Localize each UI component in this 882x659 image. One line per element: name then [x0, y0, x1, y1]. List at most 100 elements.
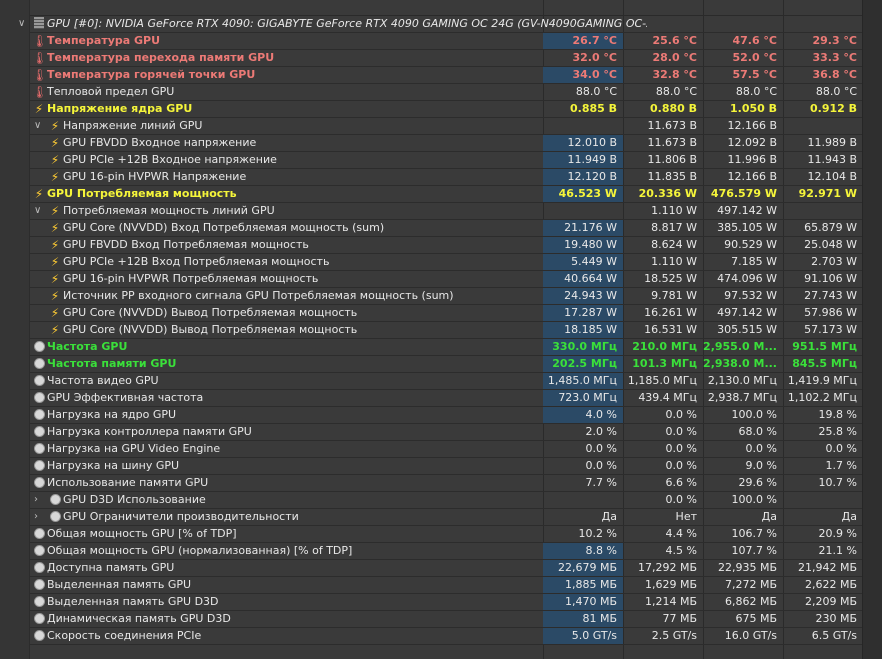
sensor-row[interactable]: ⚡ GPU Потребляемая мощность 46.523 W 20.336… [30, 186, 862, 203]
value-average: 0.912 В [809, 102, 857, 115]
sensor-row[interactable]: Частота памяти GPU 202.5 МГц 101.3 МГц 2,93… [30, 356, 862, 373]
chevron-right-icon[interactable]: › [34, 494, 38, 505]
value-maximum: 90.529 W [724, 238, 777, 251]
value-minimum: 101.3 МГц [632, 357, 697, 370]
lightning-bolt-icon: ⚡ [50, 238, 60, 252]
value-average: 11.943 В [807, 153, 857, 166]
value-average: 2,209 МБ [804, 595, 857, 608]
sensor-label: GPU 16-pin HVPWR Потребляемая мощность [63, 272, 319, 285]
device-title: GPU [#0]: NVIDIA GeForce RTX 4090: GIGAB… [47, 17, 647, 30]
sensor-row[interactable]: ⚡ GPU 16-pin HVPWR Потребляемая мощность 4… [30, 271, 862, 288]
value-minimum: 0.880 В [649, 102, 697, 115]
value-current: Да [601, 510, 617, 523]
value-current: 330.0 МГц [543, 339, 623, 355]
sensor-row[interactable]: Доступна память GPU 22,679 МБ 17,292 МБ 22,… [30, 560, 862, 577]
sensor-row[interactable]: ⚡ GPU Core (NVVDD) Вывод Потребляемая мощ… [30, 322, 862, 339]
value-maximum: 88.0 °C [735, 85, 777, 98]
sensor-label: GPU PCIe +12В Входное напряжение [63, 153, 277, 166]
sensor-row[interactable]: ⚡ GPU FBVDD Входное напряжение 12.010 В 11.… [30, 135, 862, 152]
sensor-row[interactable]: Динамическая память GPU D3D 81 МБ 77 МБ 675… [30, 611, 862, 628]
value-current: 12.120 В [543, 169, 623, 185]
sensor-row[interactable]: Общая мощность GPU [% of TDP] 10.2 % 4.4 %… [30, 526, 862, 543]
sensor-row[interactable]: Частота видео GPU 1,485.0 МГц 1,185.0 МГц 2… [30, 373, 862, 390]
sensor-row[interactable]: › GPU D3D Использование 0.0 % 100.0 % [30, 492, 862, 509]
value-minimum: 6.6 % [665, 476, 697, 489]
sensor-row[interactable]: Общая мощность GPU (нормализованная) [% … [30, 543, 862, 560]
value-average: 27.743 W [804, 289, 857, 302]
value-maximum: 68.0 % [738, 425, 777, 438]
sensor-label: Нагрузка на GPU Video Engine [47, 442, 221, 455]
column-divider [703, 0, 704, 659]
sensor-row[interactable]: ⚡ GPU Core (NVVDD) Вывод Потребляемая мощ… [30, 305, 862, 322]
sensor-row[interactable]: ∨ ⚡ Напряжение линий GPU 11.673 В 12.166 В [30, 118, 862, 135]
sensor-row[interactable]: 🌡 Температура GPU 26.7 °C 25.6 °C 47.6 °C 29.… [30, 33, 862, 50]
value-average: 29.3 °C [812, 34, 857, 47]
value-maximum: 7,272 МБ [724, 578, 777, 591]
sensor-label: GPU FBVDD Вход Потребляемая мощность [63, 238, 309, 251]
value-current: 81 МБ [543, 611, 623, 627]
sensor-label: GPU FBVDD Входное напряжение [63, 136, 257, 149]
value-current: 10.2 % [578, 527, 617, 540]
sensor-row[interactable]: Нагрузка контроллера памяти GPU 2.0 % 0.0 … [30, 424, 862, 441]
chevron-down-icon[interactable]: ∨ [34, 120, 42, 131]
sensor-row[interactable]: Выделенная память GPU 1,885 МБ 1,629 МБ 7,2… [30, 577, 862, 594]
value-minimum: 32.8 °C [652, 68, 697, 81]
sensor-row[interactable]: ⚡ GPU FBVDD Вход Потребляемая мощность 19.… [30, 237, 862, 254]
thermometer-icon: 🌡 [32, 68, 48, 82]
sensor-label: GPU Ограничители производительности [63, 510, 299, 523]
value-minimum: 0.0 % [665, 459, 697, 472]
value-maximum: 0.0 % [745, 442, 777, 455]
value-current: 8.8 % [543, 543, 623, 559]
sensor-row[interactable]: 🌡 Тепловой предел GPU 88.0 °C 88.0 °C 88.0 °… [30, 84, 862, 101]
value-maximum: 52.0 °C [732, 51, 777, 64]
sensor-row[interactable]: 🌡 Температура горячей точки GPU 34.0 °C 32.… [30, 67, 862, 84]
sensor-row[interactable]: Нагрузка на ядро GPU 4.0 % 0.0 % 100.0 % 19.… [30, 407, 862, 424]
chevron-right-icon[interactable]: › [34, 511, 38, 522]
value-current: 46.523 W [543, 186, 623, 202]
sensor-row[interactable]: Нагрузка на шину GPU 0.0 % 0.0 % 9.0 % 1.7 % [30, 458, 862, 475]
vertical-scrollbar[interactable] [862, 0, 882, 659]
value-minimum: 1,214 МБ [644, 595, 697, 608]
value-average: 33.3 °C [812, 51, 857, 64]
sensor-row[interactable]: ⚡ GPU PCIe +12В Вход Потребляемая мощност… [30, 254, 862, 271]
value-minimum: 210.0 МГц [632, 340, 697, 353]
sensor-row[interactable]: Выделенная память GPU D3D 1,470 МБ 1,214 М… [30, 594, 862, 611]
value-maximum: 97.532 W [724, 289, 777, 302]
value-maximum: 474.096 W [717, 272, 777, 285]
sensor-row[interactable]: Скорость соединения PCIe 5.0 GT/s 2.5 GT/s… [30, 628, 862, 645]
sensor-row[interactable]: 🌡 Температура перехода памяти GPU 32.0 °C 2… [30, 50, 862, 67]
sensor-label: Общая мощность GPU (нормализованная) [% … [47, 544, 353, 557]
sensor-row[interactable]: GPU Эффективная частота 723.0 МГц 439.4 МГ… [30, 390, 862, 407]
value-current: 26.7 °C [543, 33, 623, 49]
value-maximum: 497.142 W [717, 204, 777, 217]
sensor-label: Источник PP входного сигнала GPU Потребл… [63, 289, 454, 302]
value-minimum: 1.110 W [651, 255, 697, 268]
value-current: 40.664 W [543, 271, 623, 287]
value-maximum: 305.515 W [717, 323, 777, 336]
sensor-row[interactable]: ⚡ GPU PCIe +12В Входное напряжение 11.949 … [30, 152, 862, 169]
value-maximum: 12.092 В [727, 136, 777, 149]
value-current: 24.943 W [543, 288, 623, 304]
value-current: 0.0 % [585, 442, 617, 455]
value-average [783, 118, 863, 134]
sensor-row[interactable]: ⚡ Источник PP входного сигнала GPU Потреб… [30, 288, 862, 305]
lightning-bolt-icon: ⚡ [50, 289, 60, 303]
sensor-row[interactable]: Использование памяти GPU 7.7 % 6.6 % 29.6 %… [30, 475, 862, 492]
chevron-down-icon[interactable]: ∨ [34, 205, 42, 216]
value-maximum: 57.5 °C [732, 68, 777, 81]
value-maximum: 16.0 GT/s [724, 629, 777, 642]
sensor-row[interactable]: ⚡ GPU Core (NVVDD) Вход Потребляемая мощн… [30, 220, 862, 237]
sensor-label: GPU PCIe +12В Вход Потребляемая мощность [63, 255, 330, 268]
sensor-row[interactable]: Нагрузка на GPU Video Engine 0.0 % 0.0 % 0.… [30, 441, 862, 458]
sensor-row[interactable]: Частота GPU 330.0 МГц 210.0 МГц 2,955.0 М..… [30, 339, 862, 356]
sensor-row[interactable]: ⚡ GPU 16-pin HVPWR Напряжение 12.120 В 11.8… [30, 169, 862, 186]
sensor-row[interactable]: › GPU Ограничители производительности Да Не… [30, 509, 862, 526]
sensor-row[interactable]: ⚡ Напряжение ядра GPU 0.885 В 0.880 В 1.050 … [30, 101, 862, 118]
clock-gauge-icon [48, 493, 62, 507]
clock-gauge-icon [32, 544, 46, 558]
device-header-row[interactable]: ∨ GPU [#0]: NVIDIA GeForce RTX 4090: GIG… [18, 16, 862, 33]
chevron-down-icon[interactable]: ∨ [18, 18, 26, 29]
sensor-label: GPU D3D Использование [63, 493, 206, 506]
sensor-row[interactable]: ∨ ⚡ Потребляемая мощность линий GPU 1.110 W… [30, 203, 862, 220]
sensor-label: Напряжение ядра GPU [47, 102, 193, 115]
